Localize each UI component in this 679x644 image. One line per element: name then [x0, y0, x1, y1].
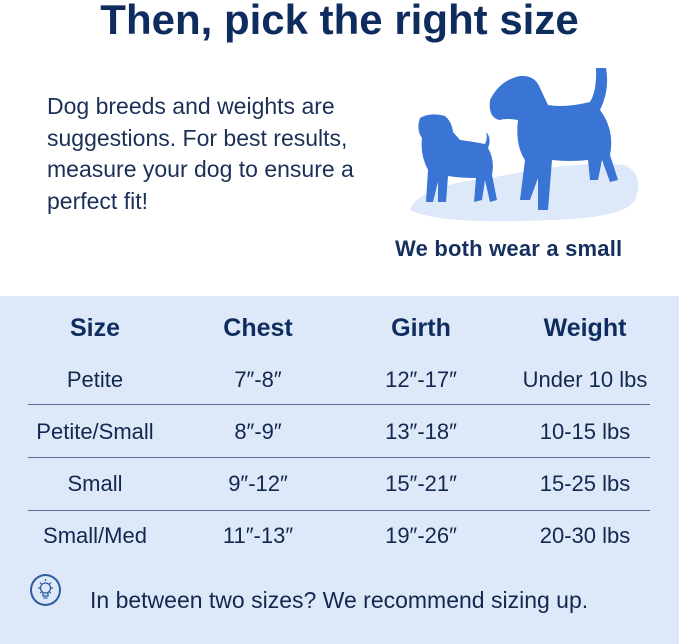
cell-size: Petite/Small	[36, 419, 154, 444]
cell-chest: 8″-9″	[234, 419, 282, 444]
table-row: Petite/Small 8″-9″ 13″-18″ 10-15 lbs	[0, 419, 679, 449]
row-divider	[28, 457, 650, 458]
cell-weight: Under 10 lbs	[522, 367, 648, 392]
cell-size: Small	[67, 471, 123, 496]
cell-chest: 11″-13″	[222, 523, 294, 548]
cell-girth: 15″-21″	[385, 471, 457, 496]
cell-weight: 15-25 lbs	[539, 471, 631, 496]
size-chart-panel	[0, 296, 679, 644]
cell-chest: 9″-12″	[228, 471, 288, 496]
cell-chest: 7″-8″	[234, 367, 282, 392]
cell-size: Small/Med	[43, 523, 147, 548]
table-header: Size Chest Girth Weight	[0, 314, 679, 344]
cell-girth: 13″-18″	[385, 419, 457, 444]
header-girth: Girth	[391, 314, 451, 342]
page-title: Then, pick the right size	[100, 0, 579, 43]
table-row: Petite 7″-8″ 12″-17″ Under 10 lbs	[0, 367, 679, 397]
intro-text: Dog breeds and weights are suggestions. …	[47, 93, 354, 214]
cell-size: Petite	[66, 367, 124, 392]
small-dog-icon	[418, 114, 497, 202]
cell-girth: 12″-17″	[385, 367, 457, 392]
header-size: Size	[69, 314, 121, 342]
sizing-tip: In between two sizes? We recommend sizin…	[90, 587, 589, 613]
header-chest: Chest	[223, 314, 293, 342]
table-row: Small 9″-12″ 15″-21″ 15-25 lbs	[0, 471, 679, 501]
table-row: Small/Med 11″-13″ 19″-26″ 20-30 lbs	[0, 523, 679, 553]
row-divider	[28, 404, 650, 405]
illustration-caption: We both wear a small	[395, 236, 623, 261]
large-dog-icon	[489, 68, 618, 210]
dog-silhouettes	[418, 68, 618, 210]
lightbulb-icon	[30, 574, 61, 606]
cell-weight: 10-15 lbs	[539, 419, 631, 444]
row-divider	[28, 510, 650, 511]
cell-weight: 20-30 lbs	[539, 523, 631, 548]
dogs-illustration	[410, 68, 639, 222]
header-weight: Weight	[543, 314, 627, 342]
cell-girth: 19″-26″	[385, 523, 457, 548]
